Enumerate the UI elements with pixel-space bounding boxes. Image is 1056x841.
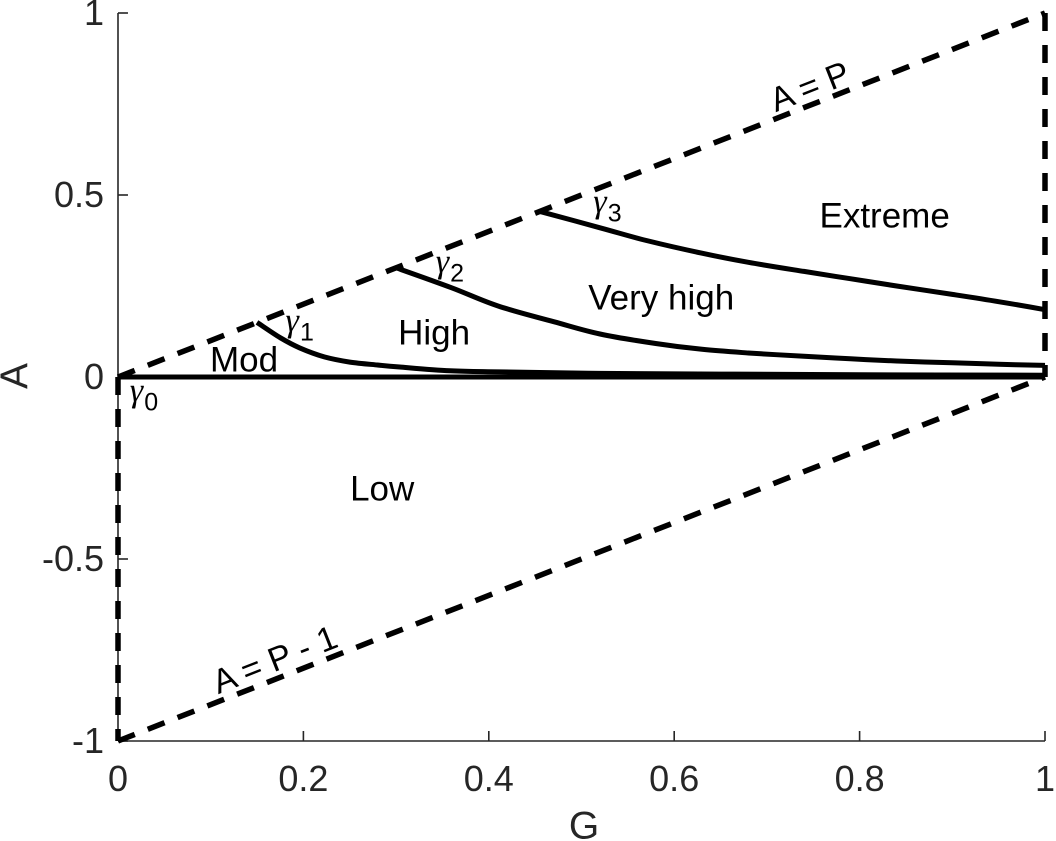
curve-label-gamma-1: γ1 — [286, 304, 314, 345]
y-tick-label: 0.5 — [53, 174, 104, 215]
gamma-symbol: γ — [593, 183, 607, 221]
gamma-subscript: 3 — [607, 199, 622, 228]
x-tick-label: 0.6 — [649, 758, 700, 799]
x-tick-label: 0.4 — [463, 758, 514, 799]
y-tick-label: -1 — [71, 720, 104, 761]
curve-label-gamma-0: γ0 — [130, 374, 158, 415]
curve-gamma_1 — [255, 320, 1046, 378]
x-tick-label: 0.2 — [278, 758, 329, 799]
gamma-symbol: γ — [435, 243, 450, 281]
region-label-extreme: Extreme — [819, 196, 950, 236]
y-axis-title: A — [0, 363, 37, 389]
curve-label-gamma-2: γ2 — [436, 245, 464, 286]
dashed-line-a-equals-p — [116, 10, 1047, 380]
curve-label-gamma-3: γ3 — [593, 185, 621, 226]
x-tick-label: 0 — [107, 758, 129, 799]
curve-gamma_3 — [539, 208, 1046, 313]
x-tick-label: 1 — [1034, 758, 1056, 799]
dashed-line-a-equals-p-minus-1 — [116, 374, 1047, 744]
region-label-mod: Mod — [210, 340, 279, 380]
y-tick-label: 0 — [83, 356, 104, 397]
x-axis-title: G — [568, 804, 600, 841]
gamma-symbol: γ — [285, 302, 299, 340]
region-label-high: High — [398, 313, 471, 353]
x-tick-label: 0.8 — [834, 758, 885, 799]
gamma-subscript: 0 — [144, 388, 159, 417]
gamma-subscript: 1 — [299, 318, 314, 347]
y-tick-label: -0.5 — [41, 538, 104, 579]
gamma-subscript: 2 — [450, 259, 465, 288]
region-label-low: Low — [350, 469, 415, 509]
gamma-symbol: γ — [129, 372, 144, 410]
region-label-very-high: Very high — [588, 278, 735, 318]
y-tick-label: 1 — [83, 0, 104, 33]
curve-gamma_2 — [395, 265, 1046, 368]
